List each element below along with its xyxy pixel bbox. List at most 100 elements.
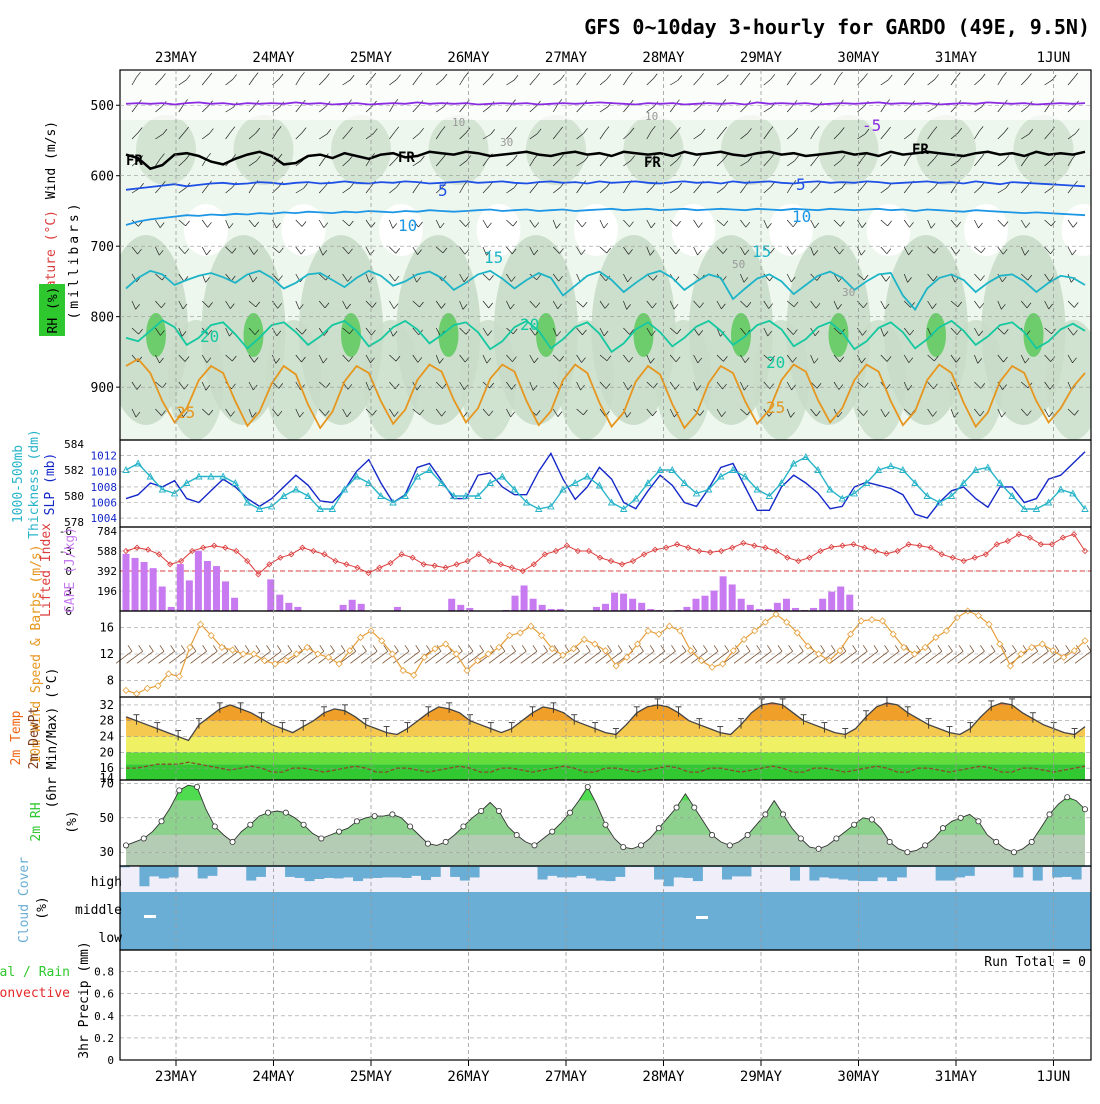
cape-bar [168, 607, 175, 611]
rh2m-point [958, 815, 963, 820]
wind10m-barb [671, 645, 675, 651]
wind10m-barb [128, 645, 132, 651]
cape-bar [683, 607, 690, 611]
temp-band-group [120, 697, 1091, 780]
cape-bar [720, 576, 727, 611]
cape-bar [512, 596, 519, 611]
cloud-high-bar [567, 866, 577, 877]
wind10m-barb [320, 645, 324, 651]
cloud-high-bar [839, 866, 849, 880]
contour-label: 50 [732, 258, 745, 271]
rh2m-point [301, 822, 306, 827]
rh-band [341, 313, 361, 357]
wind10m-barb [1066, 645, 1070, 651]
rh2m-point [621, 844, 626, 849]
rh2m-point [550, 829, 555, 834]
pressure-tick-label: 600 [91, 170, 114, 185]
wind-barb [1091, 274, 1097, 281]
thickness-tick-label: 580 [64, 490, 84, 503]
pressure-tick-label: 700 [91, 240, 114, 255]
rh-band [234, 115, 294, 185]
cape-bar [349, 600, 356, 611]
contour-label: 20 [520, 315, 539, 334]
cloud-high-bar [421, 866, 431, 880]
wind-speed-point [240, 651, 246, 657]
cloud-high-bar [382, 866, 392, 877]
precip-tick-label: 0.4 [94, 1010, 114, 1023]
wind10m-barb [703, 645, 707, 651]
cape-bar [285, 603, 292, 611]
contour-label: 10 [398, 216, 417, 235]
cloud-high-bar [159, 866, 169, 878]
contour-label: 5 [438, 181, 448, 200]
slp-tick-label: 1008 [91, 481, 118, 494]
upper-air-ylabel: Wind (m/s) Temperature (°C) RH (%) (mill… [39, 121, 82, 336]
precip-tick-label: 0.2 [94, 1032, 114, 1045]
cape-bar [204, 561, 211, 611]
cloud-gap [144, 915, 156, 918]
wind-speed-point [517, 630, 523, 636]
date-label-top: 27MAY [545, 50, 588, 66]
rh-band [624, 115, 684, 185]
cape-bar [629, 599, 636, 611]
contour-label: 30 [500, 136, 513, 149]
ylabel-rh2m-unit: (%) [65, 810, 80, 833]
slp-tick-label: 1004 [91, 512, 118, 525]
cloud-high-bar [576, 866, 586, 876]
rh2m-point [354, 819, 359, 824]
wind10m-barb [522, 645, 526, 651]
wind10m-barb [821, 645, 825, 651]
date-label-top: 30MAY [837, 50, 880, 66]
contour-label: 30 [842, 286, 855, 299]
contour-label: 25 [766, 398, 785, 417]
contour-label: FR [644, 155, 661, 171]
rh2m-point [798, 836, 803, 841]
rh2m-point [248, 822, 253, 827]
wind-speed-point [400, 668, 406, 674]
thickness-tick-label: 584 [64, 438, 84, 451]
rh2m-band [120, 801, 1091, 818]
temp-band [120, 764, 1091, 780]
wind10m-barb [416, 645, 420, 651]
cloud-high-bar [304, 866, 314, 881]
wind10m-barb [160, 645, 164, 651]
rh-band [574, 204, 618, 256]
temp-band [120, 697, 1091, 705]
cloud-high-bar [450, 866, 460, 877]
wind10m-barb [267, 645, 271, 651]
cloud-high-bar [314, 866, 324, 879]
wind10m-barb [149, 645, 153, 651]
wind10m-barb [863, 645, 867, 651]
precip-axis: 00.20.40.60.8 [94, 966, 114, 1067]
wind-speed-point [869, 617, 875, 623]
date-label-bottom: 31MAY [935, 1069, 978, 1085]
cloud-high-bar [722, 866, 732, 880]
slp-frame [120, 440, 1091, 527]
rh2m-point [532, 843, 537, 848]
wind10m-barb [330, 645, 334, 651]
wind10m-barb [789, 645, 793, 651]
rh2m-point [408, 824, 413, 829]
wind10m-barb [799, 645, 803, 651]
wind-speed-point [411, 672, 417, 678]
cloud-high-bar [693, 866, 703, 881]
cloud-high-bar [353, 866, 363, 881]
cape-bar [602, 604, 609, 611]
date-label-bottom: 27MAY [545, 1069, 588, 1085]
cloud-high-bar [606, 866, 616, 881]
slp-grid [120, 456, 1091, 518]
contour-label: 25 [176, 403, 195, 422]
contour-label: FR [398, 150, 415, 166]
temp-band [120, 721, 1091, 737]
cloud-high-bar [547, 866, 557, 876]
wind10m-barb [746, 645, 750, 651]
cloud-high-bar [809, 866, 819, 881]
rh-band [331, 115, 391, 185]
wind10m-barb [245, 645, 249, 651]
cloud-high-bar [1033, 866, 1043, 881]
contour-label: 5 [796, 175, 806, 194]
wind10m-barb [362, 645, 366, 651]
ylabel-cloud: Cloud Cover [17, 857, 32, 943]
wind10m-barb [1012, 645, 1016, 651]
